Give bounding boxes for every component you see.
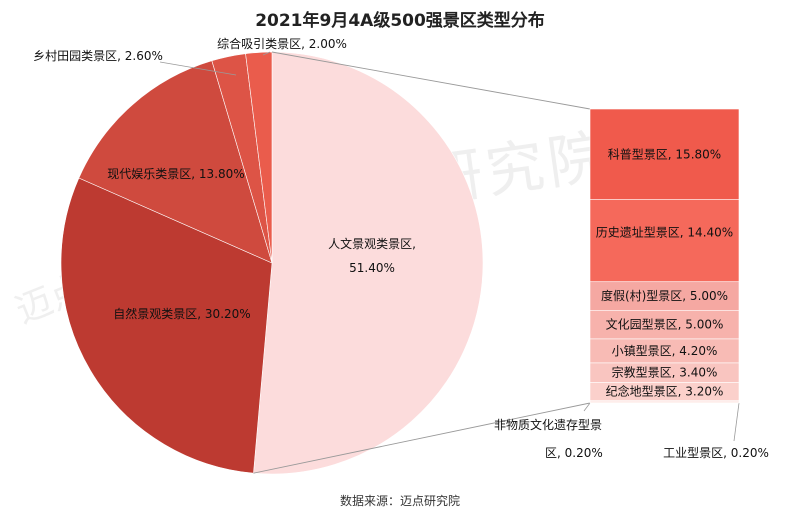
pie-label-4: 综合吸引类景区, 2.00% [217,36,347,51]
bar-segment-2 [589,281,740,311]
chart-title: 2021年9月4A级500强景区类型分布 [255,11,545,31]
leader-line-pie-3 [159,61,237,76]
connector-top [271,51,591,110]
pie-slice-1 [60,177,273,474]
pie-label-3: 乡村田园类景区, 2.60% [33,49,163,63]
connector-lines [159,51,740,474]
leader-line-7 [583,402,591,412]
bar-label-2: 度假(村)型景区, 5.00% [601,288,728,303]
pie-slice-2 [78,60,273,264]
bar-segment-8 [589,401,740,404]
bar-label-8: 工业型景区, 0.20% [663,446,769,460]
bar-label-0: 科普型景区, 15.80% [608,148,721,162]
pie-label-2: 现代娱乐类景区, 13.80% [107,167,244,181]
pie-slice-4 [245,51,273,264]
leader-line-8 [733,402,740,442]
leader-line-pie-4 [262,51,271,56]
bar-label-1: 历史遗址型景区, 14.40% [596,225,733,239]
bar-segment-1 [589,199,740,283]
breakdown-bar [589,108,740,404]
bar-label-5: 宗教型景区, 3.40% [612,365,718,380]
bar-segment-0 [589,108,740,200]
source-note: 数据来源：迈点研究院 [339,494,460,508]
connector-bottom [253,402,591,474]
pie-label-0: 人文景观类景区, [328,236,416,251]
bar-segment-4 [589,338,740,364]
labels: 人文景观类景区, 51.40% 自然景观类景区, 30.20% 现代娱乐类景区, 13… [33,36,769,460]
bar-label-7: 非物质文化遗存型景 [494,417,602,432]
pie-slice-0 [253,51,484,475]
bar-label-4: 小镇型景区, 4.20% [612,344,718,358]
bar-segment-3 [589,310,740,340]
pie-label-1: 自然景观类景区, 30.20% [113,306,250,321]
bar-value-7: 区, 0.20% [545,446,603,460]
pie-group [60,51,484,475]
pie-value-0: 51.40% [349,261,395,275]
bar-label-6: 纪念地型景区, 3.20% [606,384,724,399]
bar-label-3: 文化园型景区, 5.00% [606,317,724,332]
